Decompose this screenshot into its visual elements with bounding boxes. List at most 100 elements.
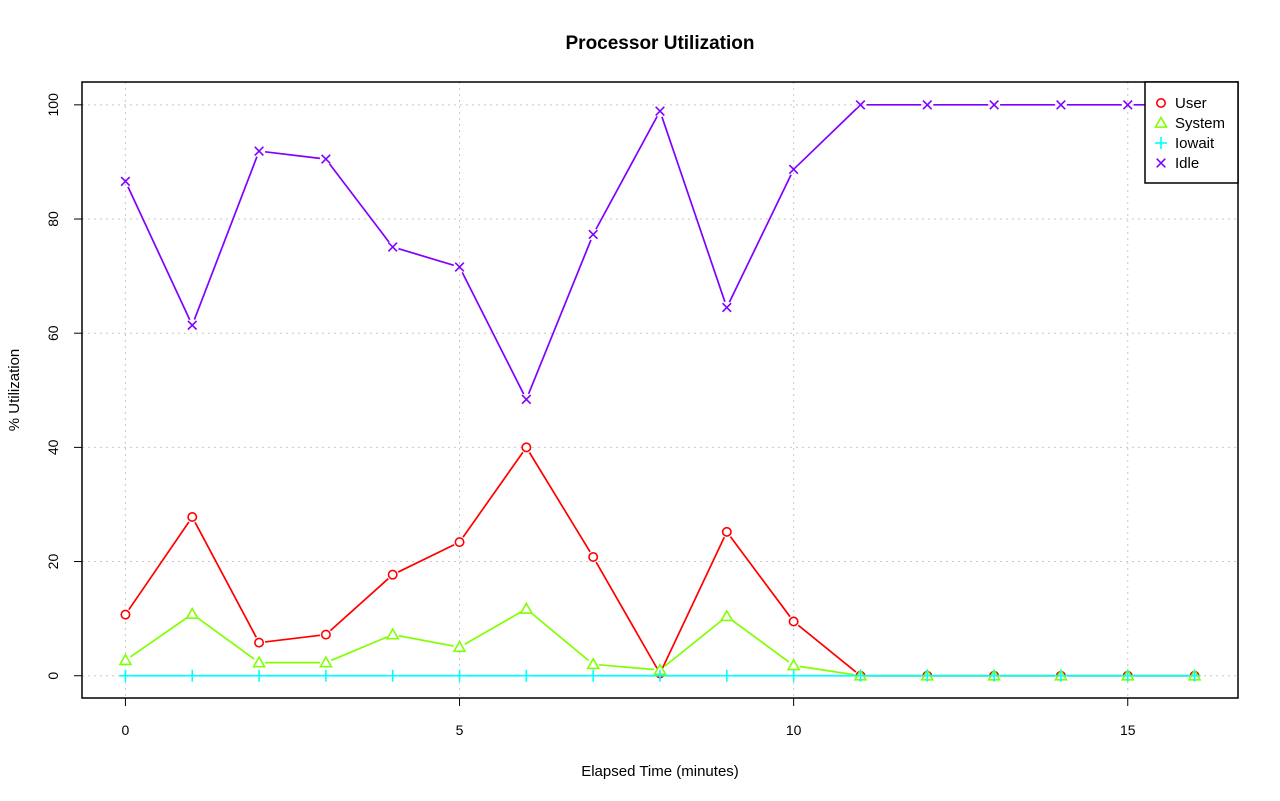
y-tick-label: 40	[45, 439, 61, 455]
legend-label-system: System	[1175, 115, 1225, 132]
legend-label-idle: Idle	[1175, 155, 1199, 172]
series-system-segment	[799, 665, 855, 676]
series-system-point	[252, 655, 266, 668]
series-iowait-point	[654, 669, 666, 682]
series-idle-point	[1056, 99, 1066, 110]
series-system-segment	[196, 616, 255, 660]
chart-title: Processor Utilization	[566, 33, 755, 54]
series-idle-segment	[328, 163, 390, 243]
legend-label-user: User	[1175, 95, 1207, 112]
axes: 0 5 10 15 0 20 40 60 80 100	[45, 93, 1136, 738]
series-user-segment	[528, 452, 591, 553]
series-idle-segment	[595, 115, 658, 230]
series-idle-point	[855, 99, 866, 110]
series-user-point	[721, 526, 732, 537]
series-idle-point	[254, 146, 264, 156]
series-user-segment	[397, 544, 455, 573]
series-iowait-point	[587, 669, 600, 682]
series-idle-point	[1122, 99, 1133, 110]
series-idle-segment	[264, 150, 321, 160]
legend-key-iowait	[1155, 137, 1167, 149]
legend-key-system	[1154, 115, 1168, 128]
x-tick-label: 5	[456, 722, 464, 738]
series-idle-point	[922, 99, 933, 110]
series-idle-point	[521, 394, 532, 405]
legend-box	[1144, 81, 1239, 184]
series-system	[118, 601, 1202, 681]
y-tick-label: 20	[45, 554, 61, 570]
series-user-segment	[661, 536, 726, 669]
series-iowait-point	[854, 669, 867, 682]
series-iowait-point	[988, 669, 1001, 682]
series-idle-segment	[797, 108, 857, 166]
series-user-point	[387, 569, 398, 580]
series-iowait-point	[720, 669, 733, 682]
series-iowait	[119, 669, 1201, 682]
series-user-segment	[128, 521, 190, 611]
series-user-segment	[797, 624, 857, 673]
series-user-segment	[264, 634, 321, 643]
series-iowait-point	[186, 669, 199, 682]
series-system-point	[319, 655, 333, 668]
series-system-segment	[464, 611, 522, 645]
series-system-segment	[129, 616, 188, 658]
series-system-point	[786, 658, 801, 671]
series-iowait-point	[1188, 669, 1201, 682]
series-user-segment	[329, 578, 389, 632]
series-idle-segment	[527, 239, 592, 395]
series-iowait-point	[1054, 669, 1067, 682]
y-tick-label: 0	[45, 672, 61, 680]
series-system-point	[185, 606, 200, 620]
series-idle-segment	[127, 186, 191, 321]
series-iowait-point	[1121, 669, 1134, 682]
x-tick-label: 15	[1120, 722, 1136, 738]
series-system-point	[452, 640, 467, 653]
y-tick-label: 60	[45, 325, 61, 341]
series-user-point	[454, 537, 465, 548]
series-user-point	[788, 616, 799, 627]
series-idle-segment	[728, 174, 792, 303]
series-iowait-point	[787, 669, 800, 682]
series-system-segment	[398, 634, 454, 647]
x-axis-label: Elapsed Time (minutes)	[581, 763, 739, 780]
series-idle-point	[387, 242, 398, 252]
series-system-point	[719, 609, 734, 622]
series-iowait-point	[319, 669, 332, 682]
x-tick-label: 10	[786, 722, 802, 738]
series-system-segment	[331, 636, 388, 662]
legend-key-user	[1156, 98, 1167, 109]
series-user-point	[187, 512, 198, 523]
series-user-segment	[194, 521, 258, 638]
series-system-segment	[664, 619, 723, 667]
series-idle-point	[120, 176, 131, 187]
y-tick-label: 100	[45, 93, 61, 117]
series-iowait-point	[386, 669, 399, 682]
legend-key-idle	[1156, 158, 1166, 168]
series-idle-point	[788, 164, 799, 175]
series-iowait-point	[453, 669, 466, 682]
series-idle	[120, 99, 1200, 405]
series-system-segment	[599, 663, 655, 671]
series-idle-point	[454, 262, 465, 272]
series-system-segment	[731, 619, 790, 663]
legend: User System Iowait Idle	[1144, 81, 1239, 184]
series-user-point	[521, 442, 532, 453]
series-system-point	[385, 627, 400, 640]
plot-frame	[81, 81, 1239, 699]
plot-series	[118, 99, 1202, 682]
y-tick-label: 80	[45, 211, 61, 227]
series-idle-point	[187, 320, 198, 331]
x-tick-label: 0	[122, 722, 130, 738]
series-idle-point	[989, 99, 999, 110]
series-user-segment	[595, 561, 658, 669]
series-idle-point	[655, 106, 665, 116]
series-system-point	[118, 653, 133, 666]
series-iowait-point	[119, 669, 132, 682]
series-idle-segment	[193, 156, 258, 320]
y-axis-label: % Utilization	[6, 349, 23, 432]
series-idle-segment	[398, 247, 455, 267]
series-idle-point	[721, 302, 732, 313]
series-system-segment	[530, 612, 590, 662]
series-user-segment	[462, 451, 524, 538]
